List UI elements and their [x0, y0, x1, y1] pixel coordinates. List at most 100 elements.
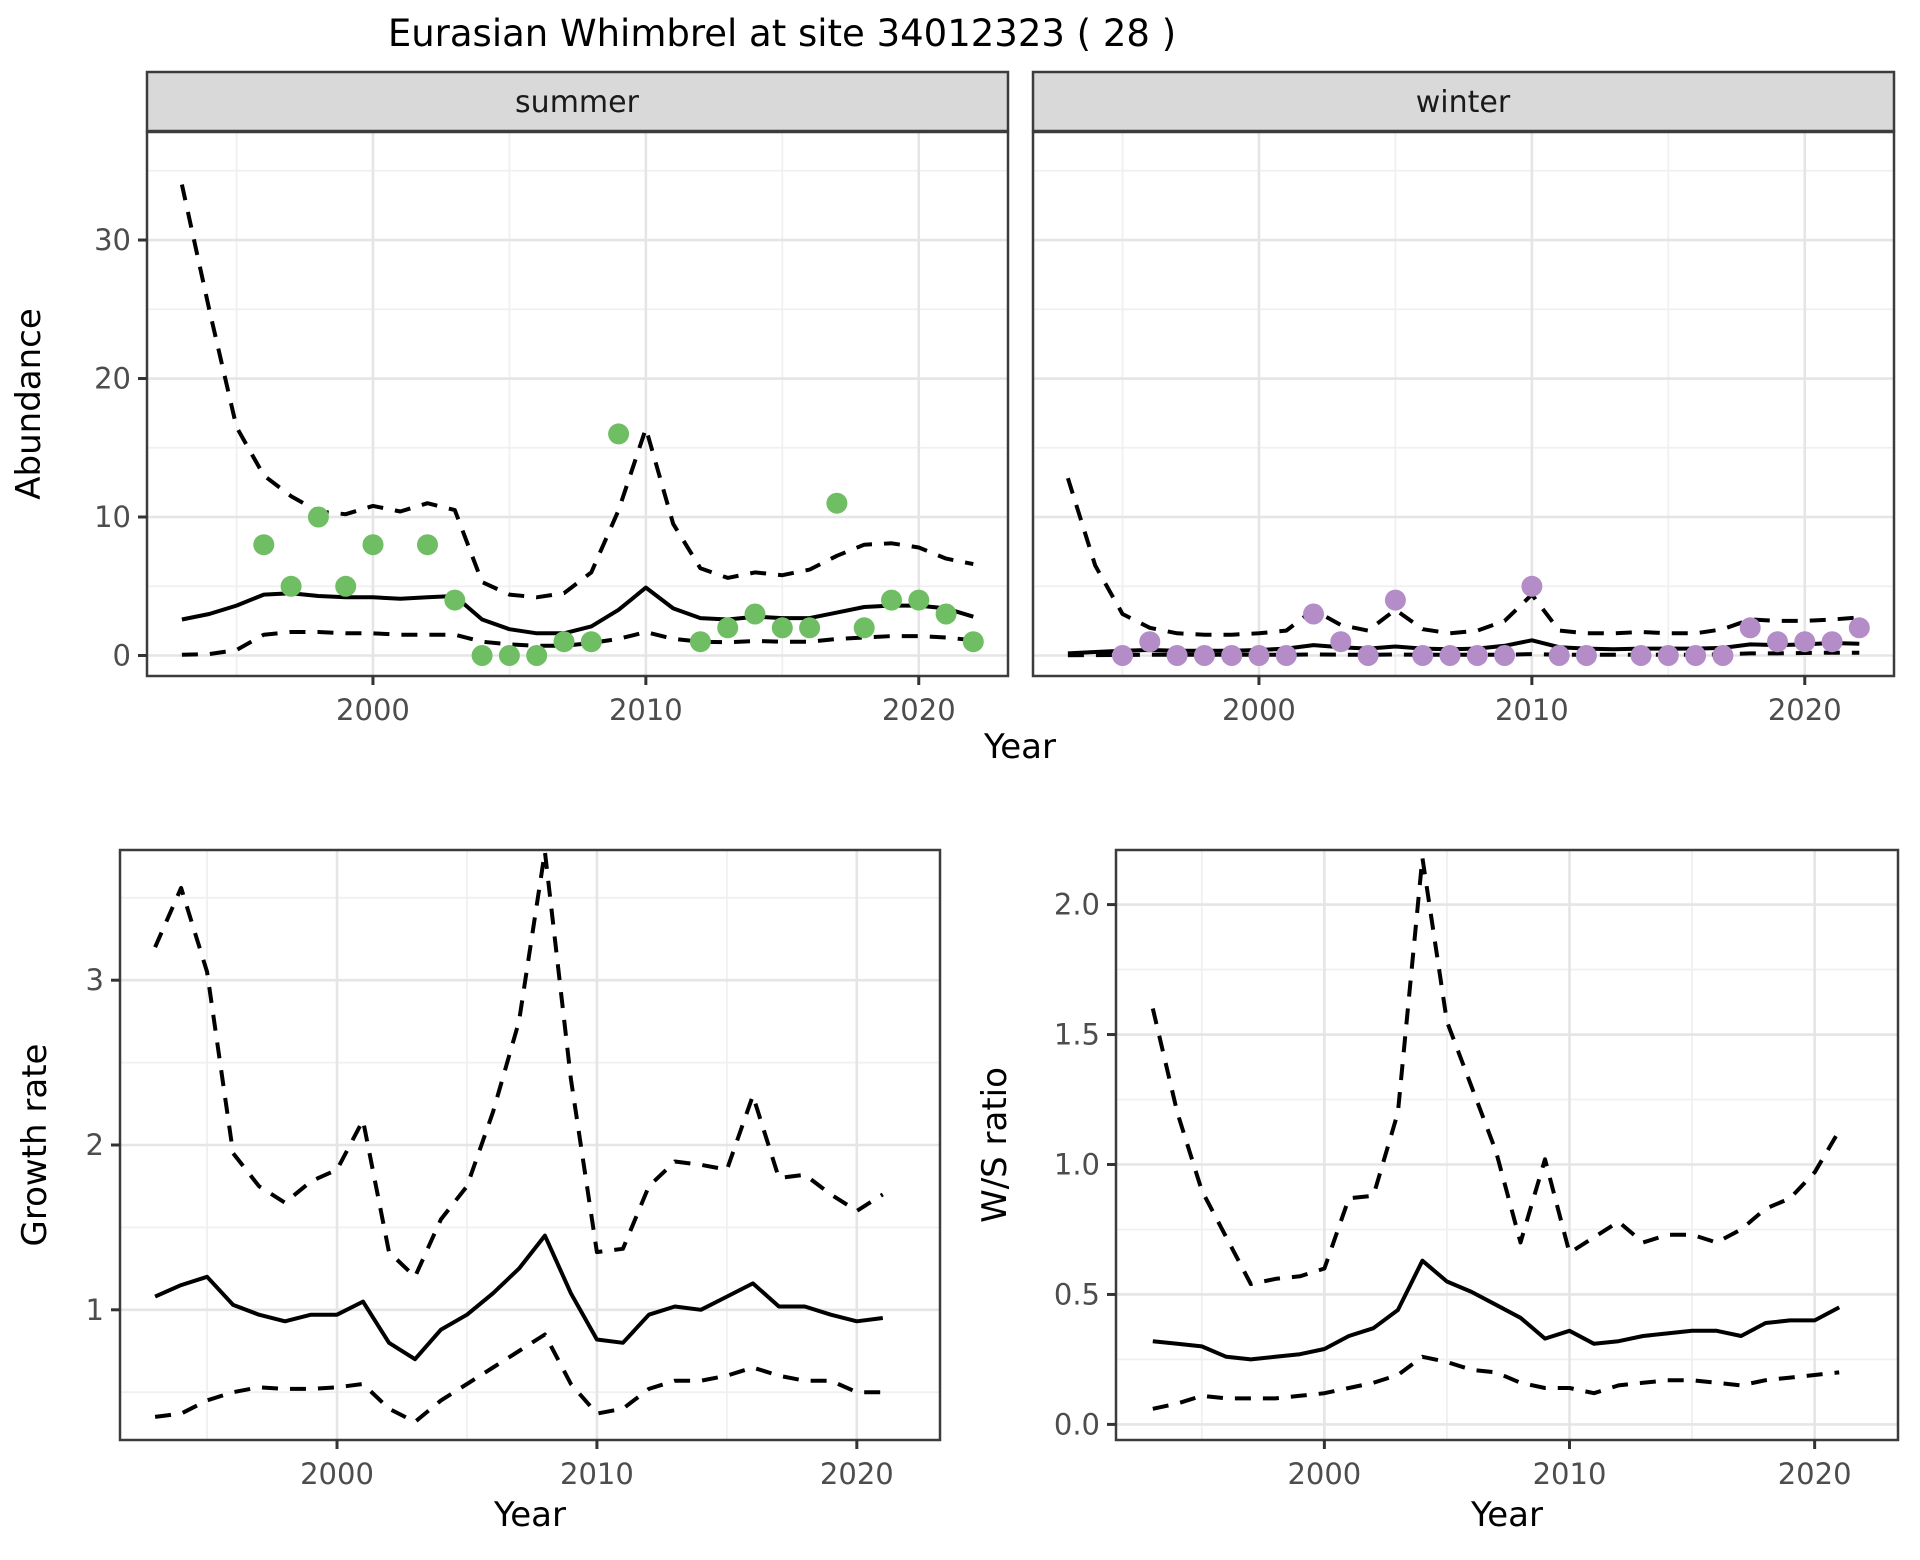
abundance-winter-observation-point [1821, 631, 1843, 653]
x-tick-label: 2010 [1533, 1457, 1607, 1491]
abundance-summer-observation-point [853, 617, 875, 639]
growth-rate-fit-line [154, 1233, 884, 1362]
x-tick-label: 2000 [300, 1457, 374, 1491]
abundance-winter-observation-point [1139, 631, 1161, 653]
abundance-winter-observation-point [1466, 645, 1488, 666]
y-axis-title-abundance: Abundance [9, 308, 49, 500]
abundance-winter-observation-point [1439, 645, 1461, 666]
x-axis-title-year-bottom-right: Year [1470, 1495, 1543, 1535]
abundance-winter-observation-point [1112, 645, 1133, 666]
y-tick-label: 2.0 [1054, 888, 1100, 922]
ws-ratio-fit-line [1152, 1258, 1841, 1362]
abundance-summer-observation-point [362, 534, 384, 556]
abundance-summer-panel: 2000 2010 2020 0 10 20 30 [94, 130, 1010, 727]
abundance-winter-observation-point [1767, 631, 1788, 653]
abundance-summer-observation-point [608, 423, 630, 445]
x-tick-label: 2010 [609, 693, 683, 727]
abundance-winter-observation-point [1275, 645, 1297, 666]
abundance-summer-observation-point [253, 534, 275, 556]
abundance-winter-observation-point [1657, 645, 1679, 666]
y-tick-label: 0 [113, 639, 131, 673]
abundance-winter-observation-point [1548, 645, 1570, 666]
abundance-summer-observation-point [526, 645, 548, 666]
abundance-summer-observation-point [935, 603, 957, 625]
abundance-summer-observation-point [335, 575, 357, 597]
abundance-winter-observation-point [1739, 617, 1761, 639]
abundance-winter-observation-point [1630, 645, 1652, 666]
abundance-winter-observation-point [1357, 645, 1379, 666]
abundance-winter-observation-point [1166, 645, 1188, 666]
y-tick-label: 1.0 [1054, 1147, 1100, 1181]
abundance-summer-observation-point [498, 645, 520, 666]
x-tick-label: 2020 [882, 693, 956, 727]
abundance-summer-observation-point [444, 589, 466, 611]
y-axis-title-growth-rate: Growth rate [15, 1044, 55, 1247]
abundance-winter-observation-point [1575, 645, 1597, 666]
growth-rate-upper-ci-line [153, 849, 884, 1279]
growth-rate-lower-ci-line [154, 1332, 883, 1424]
abundance-summer-observation-point [417, 534, 438, 556]
abundance-summer-upper-ci-line [179, 184, 974, 600]
abundance-summer-observation-point [771, 617, 793, 639]
abundance-winter-observation-point [1193, 645, 1215, 666]
abundance-winter-observation-point [1494, 645, 1516, 666]
abundance-summer-observation-point [826, 492, 848, 514]
facet-label-summer: summer [515, 85, 640, 120]
abundance-summer-observation-point [689, 631, 711, 653]
abundance-winter-observation-point [1303, 603, 1324, 625]
abundance-summer-fit-line [181, 585, 974, 636]
y-tick-label: 1.5 [1054, 1018, 1100, 1052]
x-axis-title-year-top: Year [983, 727, 1056, 767]
abundance-summer-observation-point [908, 589, 930, 611]
ws-ratio-panel-border [1114, 848, 1900, 1442]
abundance-winter-observation-point [1221, 645, 1243, 666]
y-tick-label: 20 [94, 362, 131, 396]
y-tick-label: 2 [86, 1128, 104, 1162]
facet-label-winter: winter [1416, 85, 1511, 120]
abundance-winter-observation-point [1794, 631, 1816, 653]
facet-strip-winter [1031, 70, 1896, 133]
x-tick-label: 2010 [560, 1457, 634, 1491]
abundance-winter-panel: 2000 2010 2020 [1031, 130, 1896, 727]
abundance-winter-observation-point [1685, 645, 1707, 666]
abundance-winter-observation-point [1412, 645, 1434, 666]
x-tick-label: 2020 [1768, 693, 1842, 727]
x-tick-label: 2000 [1287, 1457, 1361, 1491]
abundance-summer-observation-point [280, 575, 302, 597]
abundance-winter-panel-border [1031, 130, 1896, 678]
growth-rate-panel: 2000 2010 2020 1 2 3 [86, 848, 942, 1491]
abundance-summer-observation-point [307, 506, 329, 528]
ws-ratio-lower-ci-line [1152, 1354, 1840, 1411]
facet-strip-summer [145, 70, 1010, 133]
abundance-summer-observation-point [553, 631, 575, 653]
ws-ratio-panel: 2000 2010 2020 0.0 0.5 1.0 1.5 2.0 [1054, 848, 1900, 1491]
y-axis-title-ws-ratio: W/S ratio [975, 1067, 1015, 1223]
abundance-winter-observation-point [1848, 617, 1870, 639]
abundance-summer-observation-point [881, 589, 902, 611]
x-tick-label: 2020 [820, 1457, 894, 1491]
abundance-summer-observation-point [471, 645, 493, 666]
y-tick-label: 30 [94, 223, 131, 257]
abundance-summer-observation-point [744, 603, 766, 625]
plot-title: Eurasian Whimbrel at site 34012323 ( 28 … [388, 12, 1176, 55]
abundance-winter-upper-ci-line [1065, 477, 1860, 637]
abundance-summer-observation-point [799, 617, 821, 639]
abundance-winter-observation-point [1330, 631, 1352, 653]
abundance-summer-observation-point [962, 631, 984, 653]
y-tick-label: 1 [86, 1293, 104, 1327]
x-tick-label: 2000 [336, 693, 410, 727]
y-tick-label: 0.5 [1054, 1277, 1100, 1311]
abundance-summer-observation-point [717, 617, 739, 639]
y-tick-label: 0.0 [1054, 1407, 1100, 1441]
y-tick-label: 3 [86, 963, 104, 997]
abundance-winter-observation-point [1384, 589, 1406, 611]
x-tick-label: 2020 [1778, 1457, 1852, 1491]
abundance-winter-observation-point [1521, 575, 1543, 597]
abundance-winter-observation-point [1712, 645, 1734, 666]
y-tick-label: 10 [94, 500, 131, 534]
x-tick-label: 2000 [1222, 693, 1296, 727]
ws-ratio-upper-ci-line [1150, 855, 1841, 1287]
x-tick-label: 2010 [1495, 693, 1569, 727]
